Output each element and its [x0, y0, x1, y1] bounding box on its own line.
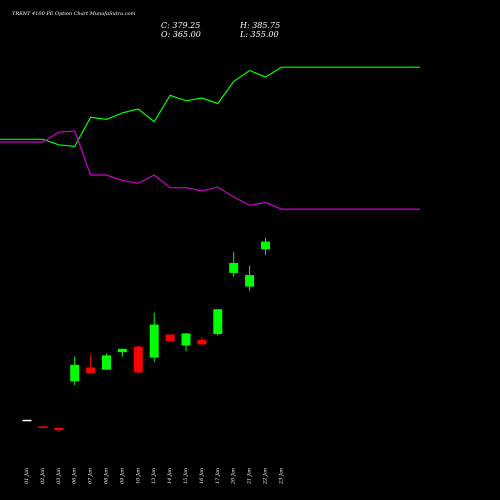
- candle-body: [229, 263, 239, 273]
- x-tick-label: 06 Jan: [72, 468, 78, 484]
- candle-body: [261, 241, 270, 250]
- candle-body: [86, 367, 96, 373]
- close-label: C: 379.25: [161, 21, 200, 30]
- x-tick-label: 02 Jan: [40, 468, 46, 484]
- candle-body: [149, 324, 159, 358]
- candle-body: [181, 333, 191, 346]
- x-tick-label: 17 Jan: [215, 468, 221, 484]
- x-tick-label: 23 Jan: [278, 468, 284, 485]
- candle-body: [117, 348, 127, 353]
- x-tick-label: 20 Jan: [231, 468, 237, 485]
- x-tick-label: 09 Jan: [119, 468, 125, 484]
- x-tick-label: 13 Jan: [151, 468, 157, 484]
- x-tick-label: 03 Jan: [56, 468, 62, 484]
- chart-title: TRENT 4100 PE Option Chart MunafaSutra.c…: [12, 11, 136, 17]
- open-label: O: 365.00: [161, 30, 201, 39]
- candle-body: [54, 428, 64, 431]
- x-tick-label: 15 Jan: [183, 468, 189, 484]
- x-tick-label: 07 Jan: [88, 468, 94, 484]
- magenta-indicator-line: [0, 130, 420, 210]
- candle-body: [70, 364, 80, 382]
- indicator-lines: [0, 66, 420, 210]
- candle-body: [102, 355, 111, 370]
- candle-body: [197, 340, 207, 345]
- green-indicator-line: [0, 66, 420, 148]
- x-tick-label: 21 Jan: [247, 468, 253, 485]
- candle-body: [38, 426, 48, 428]
- candles: [22, 237, 270, 432]
- x-tick-label: 08 Jan: [104, 468, 110, 484]
- candle-body: [133, 346, 143, 373]
- x-axis-ticks: 01 Jan 02 Jan 03 Jan 06 Jan 07 Jan 08 Jan 09 J…: [24, 468, 284, 485]
- candle-body: [165, 334, 175, 342]
- x-tick-label: 10 Jan: [135, 468, 141, 484]
- candle-body: [213, 309, 223, 334]
- high-label: H: 385.75: [239, 21, 280, 30]
- candle-body: [245, 275, 255, 287]
- x-tick-label: 01 Jan: [24, 468, 30, 484]
- x-tick-label: 22 Jan: [263, 468, 269, 485]
- candle-body: [22, 419, 32, 422]
- x-tick-label: 16 Jan: [199, 468, 205, 484]
- x-tick-label: 14 Jan: [167, 468, 173, 484]
- low-label: L: 355.00: [239, 30, 279, 39]
